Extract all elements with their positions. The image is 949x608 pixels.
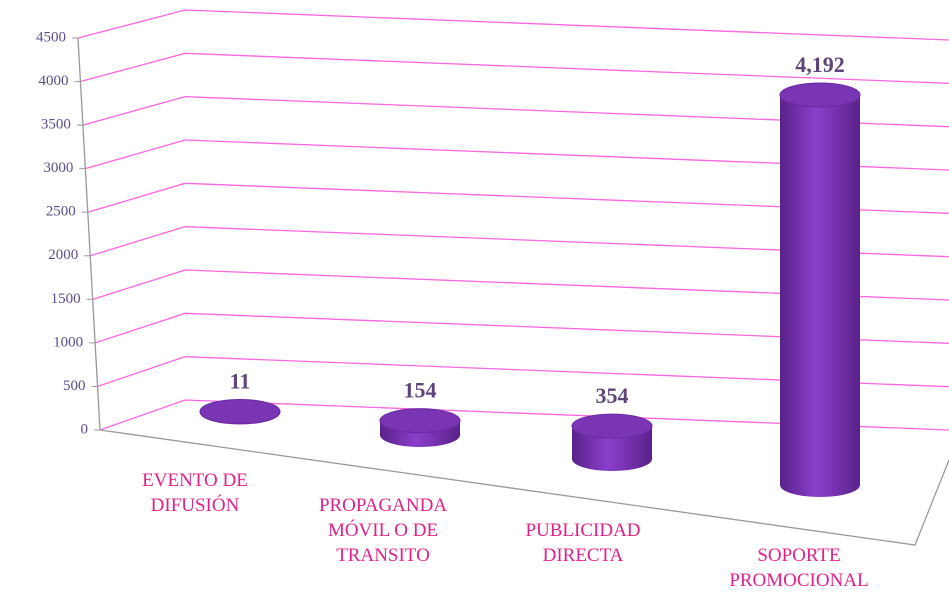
grid-line bbox=[99, 399, 949, 431]
x-tick-label: EVENTO DE DIFUSIÓN bbox=[142, 470, 248, 516]
grid-line bbox=[82, 96, 949, 128]
grid-line bbox=[87, 182, 949, 214]
grid-line bbox=[77, 9, 949, 41]
floor-edge bbox=[99, 429, 949, 546]
cylinder-top bbox=[779, 82, 861, 108]
y-tick-label: 3000 bbox=[43, 160, 73, 176]
grid-line bbox=[80, 52, 949, 84]
value-label: 11 bbox=[230, 369, 251, 394]
x-tick-label: PUBLICIDAD DIRECTA bbox=[525, 520, 641, 566]
grid-line bbox=[92, 269, 949, 301]
y-tick-label: 1500 bbox=[51, 291, 81, 307]
y-axis bbox=[77, 37, 101, 431]
y-tick-label: 500 bbox=[63, 378, 86, 394]
grid-line bbox=[97, 356, 949, 388]
cylinder-top bbox=[199, 398, 281, 424]
cylinder-top bbox=[379, 408, 461, 434]
y-tick-label: 4500 bbox=[36, 29, 66, 45]
x-tick-label: PROPAGANDA MÓVIL O DE TRANSITO bbox=[318, 495, 448, 566]
value-label: 154 bbox=[404, 378, 437, 403]
grid-line bbox=[85, 139, 949, 171]
y-tick-label: 4000 bbox=[38, 73, 68, 89]
grid-line bbox=[90, 226, 949, 258]
value-label: 354 bbox=[596, 383, 629, 408]
y-tick-label: 1000 bbox=[53, 334, 83, 350]
cylinder-top bbox=[571, 413, 653, 439]
y-tick-label: 3500 bbox=[41, 117, 71, 133]
y-tick-label: 0 bbox=[81, 421, 89, 437]
x-tick-label: SOPORTE PROMOCIONAL bbox=[729, 545, 869, 591]
y-tick-label: 2500 bbox=[46, 204, 76, 220]
cylinder-body bbox=[572, 426, 652, 471]
value-label: 4,192 bbox=[795, 52, 845, 77]
y-tick-label: 2000 bbox=[48, 247, 78, 263]
cylinder-body bbox=[780, 95, 860, 497]
grid-line bbox=[94, 312, 949, 344]
